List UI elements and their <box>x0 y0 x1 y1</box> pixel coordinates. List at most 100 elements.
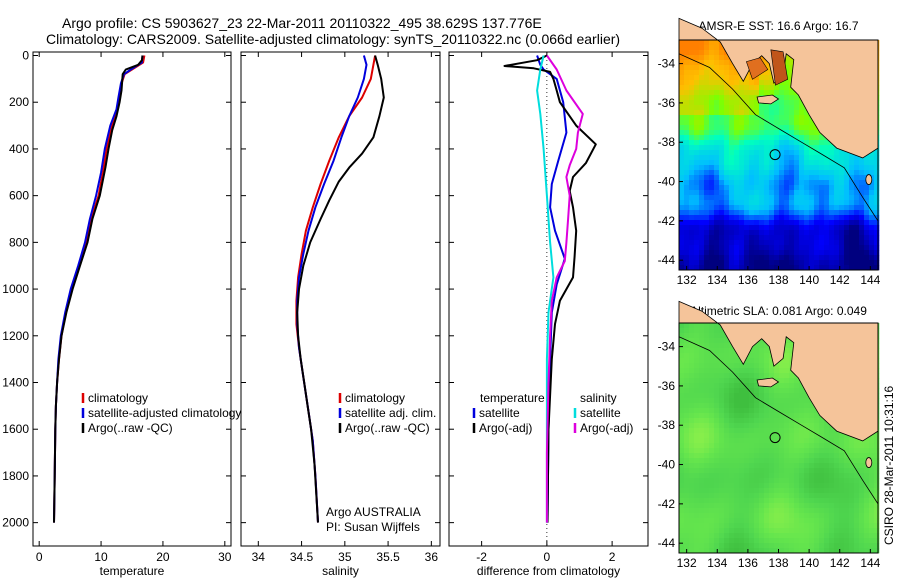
heatmap-cell <box>759 150 765 156</box>
heatmap-cell <box>804 528 810 534</box>
heatmap-cell <box>854 160 860 166</box>
heatmap-cell <box>699 463 705 469</box>
x-tick-label: 134 <box>707 556 727 570</box>
heatmap-cell <box>794 518 800 524</box>
heatmap-cell <box>694 398 700 404</box>
heatmap-cell <box>709 483 715 489</box>
heatmap-cell <box>754 408 760 414</box>
heatmap-cell <box>824 428 830 434</box>
heatmap-cell <box>734 443 740 449</box>
heatmap-cell <box>804 195 810 201</box>
heatmap-cell <box>679 80 685 86</box>
heatmap-cell <box>719 518 725 524</box>
y-tick-label: 200 <box>9 95 29 109</box>
heatmap-cell <box>724 438 730 444</box>
heatmap-cell <box>794 478 800 484</box>
heatmap-cell <box>694 130 700 136</box>
heatmap-cell <box>834 508 840 514</box>
heatmap-cell <box>684 388 690 394</box>
heatmap-cell <box>764 408 770 414</box>
heatmap-cell <box>764 185 770 191</box>
heatmap-cell <box>679 40 685 46</box>
heatmap-cell <box>694 205 700 211</box>
heatmap-cell <box>724 190 730 196</box>
heatmap-cell <box>794 528 800 534</box>
heatmap-cell <box>814 488 820 494</box>
heatmap-cell <box>854 478 860 484</box>
heatmap-cell <box>794 100 800 106</box>
heatmap-cell <box>819 215 825 221</box>
heatmap-cell <box>739 245 745 251</box>
heatmap-cell <box>774 388 780 394</box>
heatmap-cell <box>684 130 690 136</box>
heatmap-cell <box>849 230 855 236</box>
heatmap-cell <box>734 388 740 394</box>
heatmap-cell <box>704 65 710 71</box>
heatmap-cell <box>694 388 700 394</box>
heatmap-cell <box>719 408 725 414</box>
heatmap-cell <box>754 363 760 369</box>
heatmap-cell <box>834 548 840 554</box>
heatmap-cell <box>694 413 700 419</box>
heatmap-cell <box>769 523 775 529</box>
heatmap-cell <box>784 548 790 554</box>
heatmap-cell <box>789 533 795 539</box>
land-mass <box>678 300 879 442</box>
heatmap-cell <box>719 240 725 246</box>
heatmap-cell <box>829 538 835 544</box>
heatmap-cell <box>729 70 735 76</box>
heatmap-cell <box>689 145 695 151</box>
heatmap-cell <box>834 255 840 261</box>
heatmap-cell <box>694 358 700 364</box>
heatmap-cell <box>719 160 725 166</box>
heatmap-cell <box>874 260 880 266</box>
heatmap-cell <box>834 518 840 524</box>
heatmap-cell <box>749 548 755 554</box>
heatmap-cell <box>824 190 830 196</box>
heatmap-cell <box>784 230 790 236</box>
heatmap-cell <box>809 538 815 544</box>
heatmap-cell <box>719 120 725 126</box>
heatmap-cell <box>854 225 860 231</box>
heatmap-cell <box>859 195 865 201</box>
heatmap-cell <box>774 225 780 231</box>
heatmap-cell <box>819 245 825 251</box>
heatmap-cell <box>714 265 720 271</box>
heatmap-cell <box>704 145 710 151</box>
heatmap-cell <box>849 180 855 186</box>
heatmap-cell <box>829 155 835 161</box>
heatmap-cell <box>799 225 805 231</box>
heatmap-cell <box>679 105 685 111</box>
heatmap-cell <box>729 115 735 121</box>
heatmap-cell <box>869 433 875 439</box>
heatmap-cell <box>679 170 685 176</box>
heatmap-cell <box>834 523 840 529</box>
heatmap-cell <box>679 468 685 474</box>
heatmap-cell <box>844 438 850 444</box>
heatmap-cell <box>854 265 860 271</box>
heatmap-cell <box>709 468 715 474</box>
heatmap-cell <box>779 120 785 126</box>
heatmap-cell <box>729 145 735 151</box>
heatmap-cell <box>689 155 695 161</box>
heatmap-cell <box>854 543 860 549</box>
heatmap-cell <box>789 403 795 409</box>
heatmap-cell <box>784 130 790 136</box>
heatmap-cell <box>754 145 760 151</box>
heatmap-cell <box>739 160 745 166</box>
heatmap-cell <box>854 528 860 534</box>
heatmap-cell <box>799 205 805 211</box>
heatmap-cell <box>729 205 735 211</box>
x-tick-label: 138 <box>768 273 788 287</box>
heatmap-cell <box>799 463 805 469</box>
heatmap-cell <box>779 190 785 196</box>
heatmap-cell <box>739 155 745 161</box>
heatmap-cell <box>714 453 720 459</box>
heatmap-cell <box>689 65 695 71</box>
heatmap-cell <box>749 378 755 384</box>
heatmap-cell <box>724 448 730 454</box>
heatmap-cell <box>829 548 835 554</box>
heatmap-cell <box>809 160 815 166</box>
heatmap-cell <box>749 255 755 261</box>
